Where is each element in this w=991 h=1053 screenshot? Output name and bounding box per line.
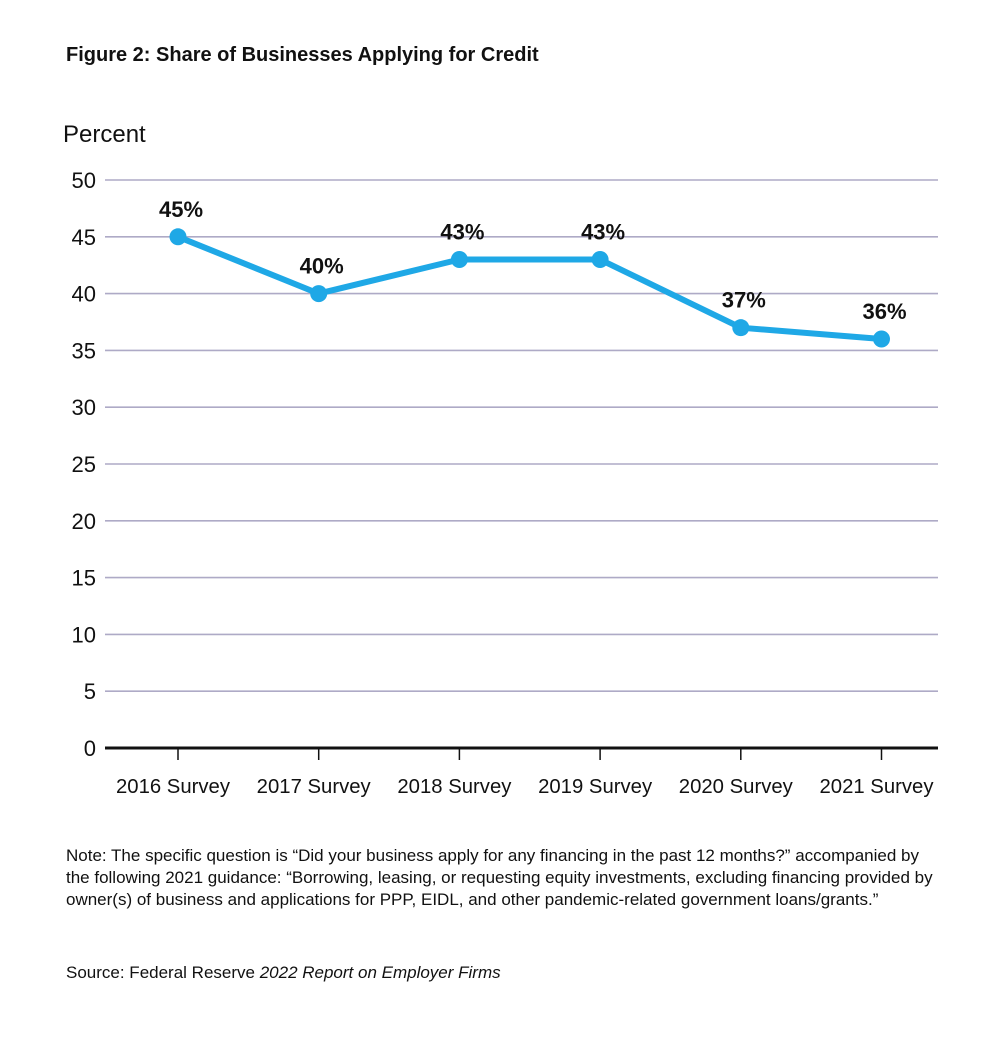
- y-tick-label: 20: [72, 509, 96, 534]
- x-tick-label: 2017 Survey: [257, 776, 371, 798]
- y-tick-label: 40: [72, 282, 96, 307]
- y-tick-label: 45: [72, 225, 96, 250]
- chart-source: Source: Federal Reserve 2022 Report on E…: [66, 963, 501, 983]
- data-points: [169, 228, 890, 348]
- y-tick-label: 35: [72, 338, 96, 363]
- data-point: [591, 251, 609, 269]
- y-tick-label: 15: [72, 566, 96, 591]
- chart-note: Note: The specific question is “Did your…: [66, 846, 933, 909]
- y-tick-label: 5: [84, 679, 96, 704]
- data-point: [169, 228, 187, 246]
- data-label: 43%: [581, 220, 625, 245]
- y-tick-label: 10: [72, 622, 96, 647]
- x-tick-label: 2020 Survey: [679, 776, 793, 798]
- data-point: [732, 319, 750, 337]
- data-label: 40%: [300, 254, 344, 279]
- y-tick-label: 30: [72, 395, 96, 420]
- series-line: [176, 234, 882, 343]
- y-tick-labels: 0 5 10 15 20 25 30 35 40 45 50: [72, 168, 96, 761]
- figure-title: Figure 2: Share of Businesses Applying f…: [66, 44, 539, 66]
- x-tick-labels: 2016 Survey 2017 Survey 2018 Survey 2019 Su…: [116, 776, 934, 798]
- data-label: 37%: [722, 288, 766, 313]
- data-point: [873, 330, 890, 348]
- x-tick-label: 2021 Survey: [820, 776, 934, 798]
- x-tick-label: 2016 Survey: [116, 776, 230, 798]
- data-label: 36%: [862, 299, 906, 324]
- data-point: [310, 285, 328, 303]
- x-tick-label: 2019 Survey: [538, 776, 652, 798]
- data-label: 43%: [440, 220, 484, 245]
- x-tick-label: 2018 Survey: [397, 776, 511, 798]
- data-point: [450, 251, 468, 269]
- source-prefix: Source: Federal Reserve: [66, 963, 260, 982]
- data-labels: 45% 40% 43% 43% 37% 36%: [159, 197, 907, 324]
- source-report-title: 2022 Report on Employer Firms: [259, 963, 501, 982]
- line-chart: Percent 0 5 10 15 20 25 30 35 40 45 50 2016 Survey…: [63, 121, 938, 798]
- x-axis-ticks: [177, 748, 883, 760]
- y-axis-label: Percent: [63, 121, 146, 148]
- y-tick-label: 50: [72, 168, 96, 193]
- y-tick-label: 0: [84, 736, 96, 761]
- y-tick-label: 25: [72, 452, 96, 477]
- gridlines: [105, 179, 938, 693]
- data-label: 45%: [159, 197, 203, 222]
